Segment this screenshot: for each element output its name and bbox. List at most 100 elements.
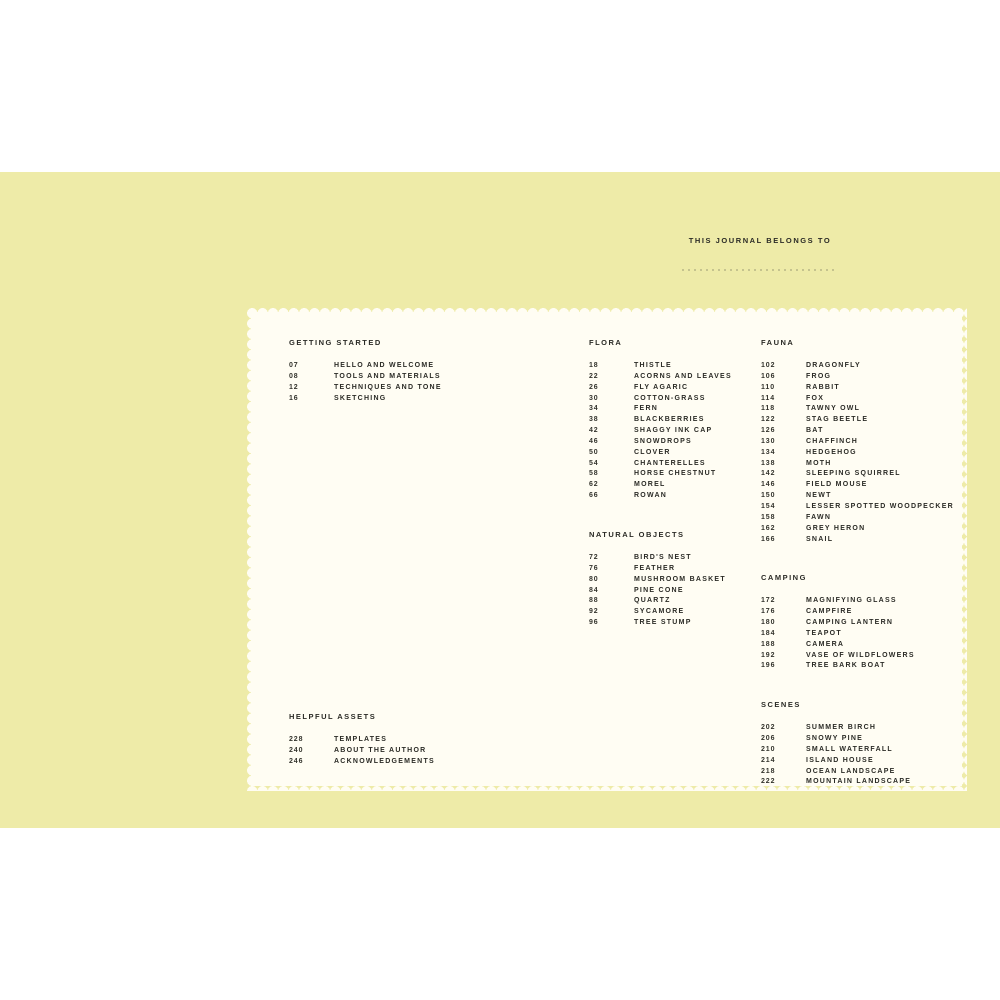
entry-page-number: 84 — [589, 586, 599, 594]
contents-entry[interactable]: 62 MOREL — [589, 481, 749, 492]
contents-entry[interactable]: 54 CHANTERELLES — [589, 460, 749, 471]
entry-page-number: 07 — [289, 362, 299, 369]
contents-entry[interactable]: 172 MAGNIFYING GLASS — [761, 597, 966, 608]
entry-title: SKETCHING — [334, 394, 387, 402]
entry-page-number: 172 — [761, 597, 776, 605]
contents-entry[interactable]: 130 CHAFFINCH — [761, 438, 966, 449]
contents-entry[interactable]: 214 ISLAND HOUSE — [761, 757, 966, 768]
contents-entry[interactable]: 46 SNOWDROPS — [589, 438, 749, 449]
entry-page-number: 246 — [289, 757, 304, 765]
entry-page-number: 176 — [761, 608, 776, 616]
section-flora: FLORA 18 THISTLE 22 ACORNS AND LEAVES 26 FLY … — [589, 338, 749, 503]
entry-page-number: 50 — [589, 448, 599, 456]
entry-title: SLEEPING SQUIRREL — [806, 470, 901, 478]
section-camping: CAMPING 172 MAGNIFYING GLASS 176 CAMPFIRE 18… — [761, 573, 966, 673]
contents-entry[interactable]: 80 MUSHROOM BASKET — [589, 576, 749, 587]
contents-entry[interactable]: 142 SLEEPING SQUIRREL — [761, 470, 966, 481]
contents-entry[interactable]: 228 TEMPLATES — [289, 736, 559, 747]
entry-title: MAGNIFYING GLASS — [806, 597, 897, 605]
contents-entry[interactable]: 162 GREY HERON — [761, 525, 966, 536]
contents-entry[interactable]: 118 TAWNY OWL — [761, 405, 966, 416]
contents-entry[interactable]: 210 SMALL WATERFALL — [761, 746, 966, 757]
contents-entry[interactable]: 42 SHAGGY INK CAP — [589, 427, 749, 438]
contents-entry[interactable]: 58 HORSE CHESTNUT — [589, 470, 749, 481]
entry-list: 228 TEMPLATES 240 ABOUT THE AUTHOR 246 ACKNOW… — [289, 736, 559, 769]
entry-page-number: 228 — [289, 736, 304, 743]
entry-page-number: 102 — [761, 362, 776, 369]
contents-entry[interactable]: 126 BAT — [761, 427, 966, 438]
section-helpful-assets: HELPFUL ASSETS 228 TEMPLATES 240 ABOUT THE … — [289, 712, 559, 769]
contents-entry[interactable]: 102 DRAGONFLY — [761, 362, 966, 373]
contents-entry[interactable]: 184 TEAPOT — [761, 630, 966, 641]
contents-entry[interactable]: 154 LESSER SPOTTED WOODPECKER — [761, 503, 966, 514]
contents-entry[interactable]: 158 FAWN — [761, 514, 966, 525]
contents-column-middle: FLORA 18 THISTLE 22 ACORNS AND LEAVES 26 FLY … — [589, 338, 749, 630]
contents-entry[interactable]: 34 FERN — [589, 405, 749, 416]
entry-page-number: 122 — [761, 416, 776, 424]
contents-entry[interactable]: 176 CAMPFIRE — [761, 608, 966, 619]
entry-title: SHAGGY INK CAP — [634, 427, 713, 435]
entry-page-number: 188 — [761, 640, 776, 648]
contents-entry[interactable]: 22 ACORNS AND LEAVES — [589, 373, 749, 384]
contents-entry[interactable]: 138 MOTH — [761, 460, 966, 471]
contents-entry[interactable]: 84 PINE CONE — [589, 587, 749, 598]
contents-entry[interactable]: 110 RABBIT — [761, 384, 966, 395]
entry-page-number: 130 — [761, 437, 776, 445]
contents-entry[interactable]: 150 NEWT — [761, 492, 966, 503]
contents-entry[interactable]: 114 FOX — [761, 395, 966, 406]
contents-entry[interactable]: 206 SNOWY PINE — [761, 735, 966, 746]
entry-page-number: 42 — [589, 427, 599, 435]
entry-title: MUSHROOM BASKET — [634, 575, 726, 583]
contents-entry[interactable]: 08 TOOLS AND MATERIALS — [289, 373, 559, 384]
contents-entry[interactable]: 222 MOUNTAIN LANDSCAPE — [761, 778, 966, 789]
entry-title: SMALL WATERFALL — [806, 745, 893, 753]
section-title: NATURAL OBJECTS — [589, 529, 685, 539]
entry-title: FOX — [806, 394, 825, 402]
contents-entry[interactable]: 166 SNAIL — [761, 536, 966, 547]
contents-entry[interactable]: 240 ABOUT THE AUTHOR — [289, 747, 559, 758]
entry-title: FLY AGARIC — [634, 383, 689, 391]
entry-title: CAMPFIRE — [806, 608, 853, 616]
contents-entry[interactable]: 18 THISTLE — [589, 362, 749, 373]
contents-entry[interactable]: 66 ROWAN — [589, 492, 749, 503]
entry-page-number: 22 — [589, 372, 599, 380]
entry-title: MOTH — [806, 459, 832, 467]
contents-entry[interactable]: 92 SYCAMORE — [589, 608, 749, 619]
contents-entry[interactable]: 196 TREE BARK BOAT — [761, 662, 966, 673]
contents-entry[interactable]: 38 BLACKBERRIES — [589, 416, 749, 427]
contents-entry[interactable]: 202 SUMMER BIRCH — [761, 724, 966, 735]
contents-entry[interactable]: 72 BIRD'S NEST — [589, 554, 749, 565]
contents-entry[interactable]: 88 QUARTZ — [589, 597, 749, 608]
contents-entry[interactable]: 07 HELLO AND WELCOME — [289, 362, 559, 373]
contents-entry[interactable]: 246 ACKNOWLEDGEMENTS — [289, 758, 559, 769]
contents-entry[interactable]: 122 STAG BEETLE — [761, 416, 966, 427]
entry-page-number: 162 — [761, 524, 776, 532]
entry-page-number: 12 — [289, 383, 299, 391]
contents-entry[interactable]: 16 SKETCHING — [289, 395, 559, 406]
contents-entry[interactable]: 26 FLY AGARIC — [589, 384, 749, 395]
contents-entry[interactable]: 188 CAMERA — [761, 641, 966, 652]
contents-entry[interactable]: 106 FROG — [761, 373, 966, 384]
entry-page-number: 184 — [761, 629, 776, 637]
contents-entry[interactable]: 146 FIELD MOUSE — [761, 481, 966, 492]
contents-entry[interactable]: 30 COTTON-GRASS — [589, 395, 749, 406]
entry-title: TEAPOT — [806, 629, 842, 637]
contents-entry[interactable]: 218 OCEAN LANDSCAPE — [761, 768, 966, 779]
entry-page-number: 146 — [761, 481, 776, 489]
owner-name-dotted-line[interactable] — [682, 269, 838, 271]
entry-title: FEATHER — [634, 564, 676, 572]
contents-entry[interactable]: 76 FEATHER — [589, 565, 749, 576]
entry-title: CLOVER — [634, 448, 671, 456]
owner-label: THIS JOURNAL BELONGS TO — [688, 236, 832, 245]
entry-page-number: 134 — [761, 448, 776, 456]
contents-entry[interactable]: 96 TREE STUMP — [589, 619, 749, 630]
contents-entry[interactable]: 50 CLOVER — [589, 449, 749, 460]
contents-entry[interactable]: 134 HEDGEHOG — [761, 449, 966, 460]
contents-entry[interactable]: 180 CAMPING LANTERN — [761, 619, 966, 630]
contents-entry[interactable]: 192 VASE OF WILDFLOWERS — [761, 652, 966, 663]
entry-title: FERN — [634, 405, 659, 413]
contents-entry[interactable]: 12 TECHNIQUES AND TONE — [289, 384, 559, 395]
entry-title: ABOUT THE AUTHOR — [334, 746, 427, 754]
entry-page-number: 46 — [589, 437, 599, 445]
entry-page-number: 142 — [761, 470, 776, 478]
